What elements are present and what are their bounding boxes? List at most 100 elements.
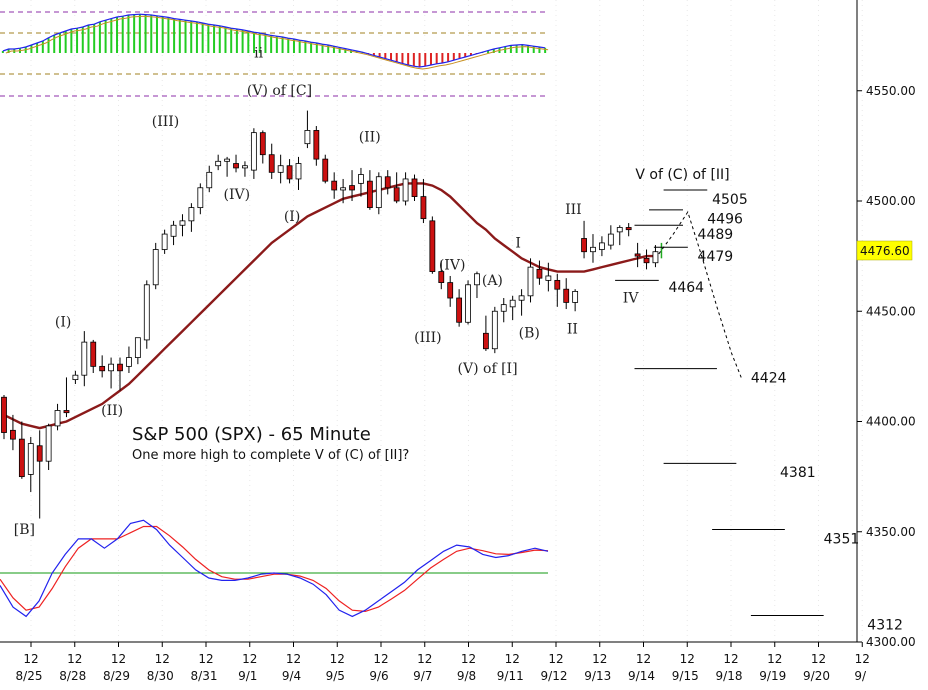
time-tick-midday: 12 — [286, 652, 301, 666]
candle — [572, 289, 579, 312]
time-tick-date: 9/7 — [413, 669, 432, 683]
candle-body — [108, 363, 114, 372]
candle-body — [527, 266, 534, 297]
candle — [420, 178, 427, 224]
time-tick-midday: 12 — [373, 652, 388, 666]
candle-body — [152, 249, 159, 286]
candle — [625, 223, 632, 237]
time-tick-date: 9/19 — [759, 669, 786, 683]
candle — [447, 275, 454, 307]
candlestick-series — [1, 110, 663, 519]
candle-body — [72, 374, 79, 381]
time-tick-midday: 12 — [330, 652, 345, 666]
candle — [188, 203, 195, 232]
candle — [81, 331, 88, 387]
candle — [179, 214, 186, 237]
candle — [242, 161, 248, 177]
candle — [643, 249, 650, 270]
candle-body — [197, 187, 204, 209]
wave-label: (V) of [C] — [247, 83, 312, 99]
price-tick-label: 4300.00 — [866, 635, 916, 649]
candle — [536, 260, 543, 285]
candle-body — [304, 130, 311, 145]
candle-body — [456, 297, 463, 323]
candle-body — [447, 282, 454, 299]
candle — [527, 258, 534, 303]
candle-body — [313, 130, 320, 160]
wave-label: (I) — [284, 209, 300, 225]
candle-body — [607, 233, 614, 246]
time-tick-date: 9/4 — [282, 669, 301, 683]
chart-subtitle: One more high to complete V of (C) of [I… — [132, 448, 409, 463]
wave-label: I — [515, 235, 521, 251]
candle-body — [652, 251, 659, 264]
time-tick-midday: 12 — [636, 652, 651, 666]
wave-label: (IV) — [439, 257, 466, 273]
candle-body — [420, 196, 427, 220]
candle — [384, 170, 391, 195]
last-price-marker: 4476.60 — [856, 240, 913, 261]
time-tick-midday: 12 — [723, 652, 738, 666]
candle — [99, 355, 106, 378]
candle — [197, 183, 204, 215]
candle — [366, 170, 373, 210]
candle — [277, 154, 284, 184]
candle-body — [366, 180, 373, 209]
price-tick-label: 4350.00 — [866, 525, 916, 539]
target-label: 4496 — [707, 212, 743, 228]
wave-labels: [B] (I) (II) (III) (IV) ii (V) of [C] (I) (II) (I… — [14, 46, 640, 538]
candle — [295, 156, 302, 190]
time-tick-midday: 12 — [505, 652, 520, 666]
candle — [1, 395, 7, 440]
candle-body — [18, 438, 25, 478]
wave-label: (II) — [359, 129, 381, 145]
candle — [143, 280, 150, 349]
target-label: 4351 — [824, 531, 860, 547]
time-tick-midday: 12 — [67, 652, 82, 666]
candle-body — [554, 279, 561, 290]
candle-body — [545, 275, 552, 281]
candle-body — [188, 207, 195, 222]
candle-body — [117, 363, 123, 372]
target-label: 4381 — [780, 465, 816, 481]
time-tick-midday: 12 — [242, 652, 257, 666]
time-tick-date: 9/8 — [457, 669, 476, 683]
candle-body — [358, 174, 364, 184]
time-tick-date: 9/20 — [803, 669, 830, 683]
candle — [634, 242, 641, 268]
candle — [438, 260, 445, 290]
chart-title: S&P 500 (SPX) - 65 Minute — [132, 424, 371, 445]
candle — [72, 370, 79, 385]
candle-body — [90, 341, 97, 367]
time-tick-date: 9/5 — [326, 669, 345, 683]
last-price-box — [856, 240, 913, 261]
candle — [402, 172, 409, 206]
time-tick-date: 9/13 — [584, 669, 611, 683]
candle — [474, 271, 480, 299]
time-tick-midday: 12 — [548, 652, 563, 666]
candle — [161, 229, 168, 254]
time-tick-midday: 12 — [23, 652, 38, 666]
price-tick-label: 4400.00 — [866, 415, 916, 429]
target-label: 4505 — [712, 192, 748, 208]
candle-body — [250, 132, 257, 171]
candle-body — [474, 273, 480, 286]
candle — [322, 154, 329, 184]
time-tick-midday: 12 — [680, 652, 695, 666]
candle — [590, 234, 596, 263]
candle-body — [322, 158, 329, 182]
time-tick-midday: 12 — [811, 652, 826, 666]
candle-body — [99, 365, 106, 372]
candle — [313, 126, 320, 166]
last-price-value: 4476.60 — [860, 244, 910, 258]
candle — [509, 295, 516, 321]
target-label: 4464 — [668, 280, 704, 296]
candle — [340, 178, 347, 204]
candle-body — [10, 429, 16, 440]
candle-body — [643, 257, 650, 264]
candle — [18, 421, 25, 479]
candle — [652, 245, 659, 268]
time-tick-date: 9/12 — [541, 669, 568, 683]
candle-body — [233, 163, 239, 169]
moving-average — [3, 182, 656, 430]
